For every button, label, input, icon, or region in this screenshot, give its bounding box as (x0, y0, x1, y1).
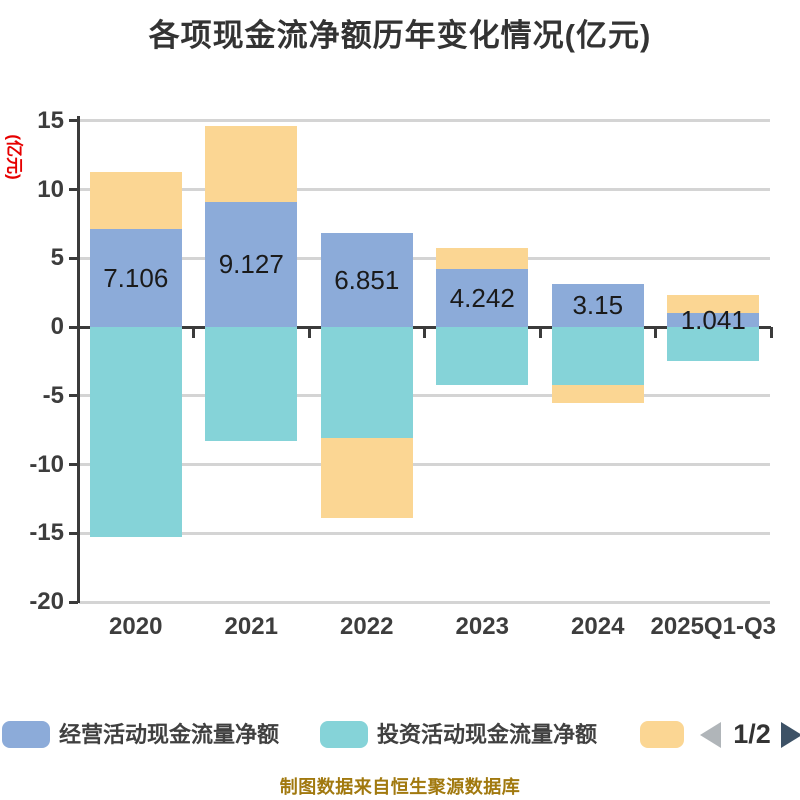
gridline--5 (79, 394, 770, 398)
y-tick-label--10: -10 (29, 450, 64, 478)
y-tick-label--5: -5 (42, 381, 64, 409)
legend-page-indicator: 1/2 (733, 719, 771, 749)
bar-value-label-2023: 4.242 (449, 282, 515, 313)
bar-value-label-2024: 3.15 (572, 290, 624, 321)
gridline-10 (79, 188, 770, 191)
category-axis-tick (423, 327, 426, 338)
bar-value-label-2025Q1-Q3: 1.041 (680, 304, 746, 335)
y-axis-tick--20 (69, 600, 78, 604)
legend-prev-page-icon[interactable] (700, 722, 721, 748)
y-axis-tick--10 (69, 463, 78, 466)
chart-title: 各项现金流净额历年变化情况(亿元) (148, 18, 652, 53)
x-tick-label-2021: 2021 (224, 613, 278, 640)
legend-item-financing[interactable] (640, 721, 684, 748)
bar-segment-series3-2023 (436, 248, 529, 269)
bar-segment-series1-2025Q1-Q3 (667, 312, 760, 327)
bar-segment-series3-2025Q1-Q3 (667, 294, 760, 313)
bar-value-label-2020: 7.106 (103, 263, 169, 294)
bar-segment-series2-2021 (205, 327, 298, 442)
bar-segment-series1-2023 (436, 268, 529, 327)
bar-segment-series3-2024 (551, 384, 644, 403)
bar-segment-series2-2025Q1-Q3 (667, 327, 760, 362)
gridline--15 (79, 531, 770, 535)
y-axis-tick-10 (69, 188, 78, 191)
y-axis-line (76, 116, 80, 603)
bar-segment-series1-2020 (89, 229, 182, 327)
legend: 经营活动现金流量净额 投资活动现金流量净额 1/2 (0, 721, 800, 749)
x-tick-label-2025Q1-Q3: 2025Q1-Q3 (650, 613, 776, 640)
legend-label-operating: 经营活动现金流量净额 (59, 722, 280, 747)
x-tick-label-2024: 2024 (571, 613, 625, 640)
legend-swatch-investing (320, 721, 368, 748)
legend-item-investing[interactable]: 投资活动现金流量净额 (320, 721, 597, 748)
bar-segment-series1-2022 (320, 232, 413, 327)
category-axis-tick (769, 327, 773, 338)
category-axis-tick (654, 327, 657, 338)
y-tick-label--20: -20 (29, 588, 64, 615)
bar-segment-series1-2024 (551, 283, 644, 327)
gridline-15 (79, 119, 770, 123)
y-axis-title: (亿元) (4, 134, 24, 180)
gridline--10 (79, 463, 770, 466)
x-tick-label-2022: 2022 (340, 613, 394, 640)
bar-value-label-2021: 9.127 (218, 249, 284, 280)
legend-label-investing: 投资活动现金流量净额 (377, 722, 598, 747)
gridline-5 (79, 256, 770, 260)
bar-segment-series2-2022 (320, 327, 413, 439)
bar-segment-series2-2020 (89, 327, 182, 538)
category-axis-tick (192, 327, 195, 338)
category-axis-tick (307, 327, 311, 338)
bar-segment-series3-2022 (320, 438, 413, 519)
y-tick-label--15: -15 (29, 519, 64, 547)
bar-segment-series2-2024 (551, 327, 644, 385)
y-axis-tick-0 (69, 325, 78, 329)
bar-value-label-2022: 6.851 (334, 264, 400, 295)
bar-segment-series3-2021 (205, 125, 298, 202)
y-axis-tick--15 (69, 531, 78, 535)
data-source-note: 制图数据来自恒生聚源数据库 (279, 777, 521, 797)
legend-swatch-financing (640, 721, 684, 748)
y-tick-label-5: 5 (50, 244, 64, 272)
y-tick-label-10: 10 (37, 175, 64, 203)
legend-next-page-icon[interactable] (781, 722, 800, 748)
bar-segment-series3-2020 (89, 171, 182, 230)
gridline--20 (79, 600, 770, 604)
x-tick-label-2023: 2023 (455, 613, 509, 640)
x-tick-label-2020: 2020 (109, 613, 163, 640)
y-axis-tick--5 (69, 394, 78, 398)
bar-segment-series2-2023 (436, 327, 529, 385)
category-axis-tick (538, 327, 542, 338)
bar-segment-series1-2021 (205, 201, 298, 327)
y-tick-label-0: 0 (50, 313, 64, 340)
legend-swatch-operating (2, 721, 50, 748)
y-axis-tick-15 (69, 119, 78, 123)
legend-item-operating[interactable]: 经营活动现金流量净额 (2, 721, 279, 748)
y-tick-label-15: 15 (37, 106, 64, 134)
y-axis-tick-5 (69, 256, 78, 260)
